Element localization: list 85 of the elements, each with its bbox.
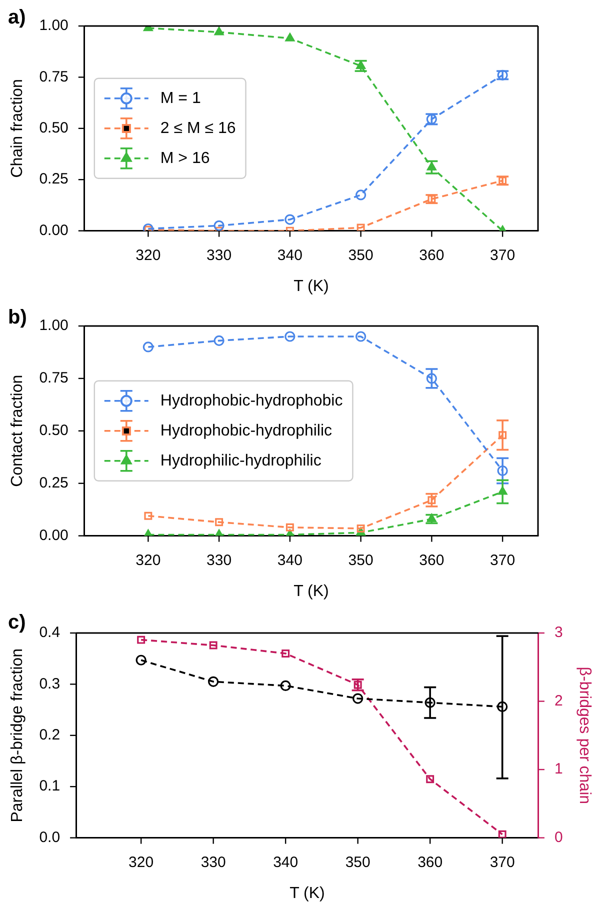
x-tick-label: 340	[277, 552, 302, 569]
x-tick-label: 330	[206, 552, 232, 569]
x-tick-label: 320	[136, 246, 161, 264]
legend-label: Hydrophobic-hydrophobic	[160, 392, 343, 410]
point	[497, 465, 508, 476]
point	[284, 331, 296, 342]
point	[428, 496, 436, 504]
y2-tick-label: 2	[554, 692, 563, 710]
point	[424, 697, 436, 708]
y-tick-label: 1.00	[39, 17, 68, 34]
point	[280, 680, 291, 692]
legend-label: M = 1	[160, 90, 201, 107]
x-tick-label: 350	[345, 854, 370, 871]
point	[215, 518, 224, 526]
x-tick-label: 330	[200, 854, 226, 871]
point	[498, 431, 507, 440]
point	[284, 214, 296, 225]
y-tick-label: 0.4	[39, 624, 60, 642]
point	[137, 636, 146, 644]
point	[209, 641, 218, 650]
x-axis-title: T (K)	[294, 278, 329, 295]
y-tick-label: 0.3	[39, 675, 60, 692]
point	[142, 342, 154, 352]
x-tick-label: 320	[128, 854, 154, 871]
text: b)	[8, 306, 27, 329]
x-tick-label: 360	[418, 854, 443, 871]
point	[354, 680, 362, 689]
y-axis-title: Contact fraction	[9, 374, 26, 487]
point	[356, 224, 365, 231]
x-tick-label: 370	[490, 246, 516, 264]
x-tick-label: 330	[206, 246, 232, 264]
point	[136, 654, 146, 666]
point	[285, 32, 295, 42]
y-tick-label: 0.75	[39, 370, 68, 387]
point	[426, 373, 437, 384]
y-tick-label: 0.75	[39, 68, 68, 86]
y-axis-title: Parallel β-bridge fraction	[9, 648, 26, 822]
x-tick-label: 350	[348, 246, 374, 264]
y-tick-label: 1.00	[39, 317, 68, 334]
x-tick-label: 320	[136, 552, 161, 569]
y-tick-label: 0.50	[39, 422, 68, 440]
y-tick-label: 0.2	[39, 726, 60, 744]
x-tick-label: 360	[419, 246, 444, 264]
point	[144, 512, 152, 520]
point	[214, 335, 224, 346]
y2-tick-label: 3	[554, 624, 563, 642]
x-tick-label: 360	[419, 552, 444, 569]
legend-label: Hydrophilic-hydrophilic	[160, 452, 322, 470]
y2-axis-title: β-bridges per chain	[576, 666, 593, 804]
point	[356, 190, 366, 200]
x-tick-label: 350	[348, 552, 374, 569]
point	[498, 176, 507, 185]
y-tick-label: 0.1	[39, 778, 60, 795]
point	[214, 220, 224, 231]
legend-label: Hydrophobic-hydrophilic	[160, 422, 332, 440]
y-tick-label: 0.25	[39, 474, 68, 492]
point	[286, 523, 294, 532]
point	[426, 775, 434, 784]
y2-tick-label: 1	[554, 760, 563, 778]
y-tick-label: 0.25	[39, 170, 68, 188]
x-tick-label: 370	[490, 552, 516, 569]
point	[208, 676, 219, 687]
point	[428, 195, 436, 204]
y-tick-label: 0.50	[39, 120, 68, 137]
point	[498, 830, 506, 838]
x-axis-title: T (K)	[294, 582, 329, 600]
legend-label: 2 ≤ M ≤ 16	[160, 120, 236, 137]
point	[356, 331, 366, 342]
x-axis-title: T (K)	[290, 884, 325, 902]
point	[497, 701, 508, 712]
point	[352, 693, 364, 704]
x-tick-label: 340	[273, 854, 298, 871]
y-tick-label: 0.00	[39, 222, 68, 239]
point	[214, 26, 224, 36]
y2-tick-label: 0	[554, 828, 563, 846]
y-tick-label: 0.0	[39, 828, 60, 846]
point	[356, 524, 365, 532]
x-tick-label: 340	[277, 246, 302, 264]
point	[282, 650, 290, 658]
y-axis-title: Chain fraction	[9, 79, 26, 178]
text: a)	[8, 6, 26, 29]
x-tick-label: 370	[490, 854, 515, 871]
legend-label: M > 16	[160, 150, 210, 167]
text: c)	[8, 612, 26, 634]
y-tick-label: 0.00	[39, 526, 68, 544]
